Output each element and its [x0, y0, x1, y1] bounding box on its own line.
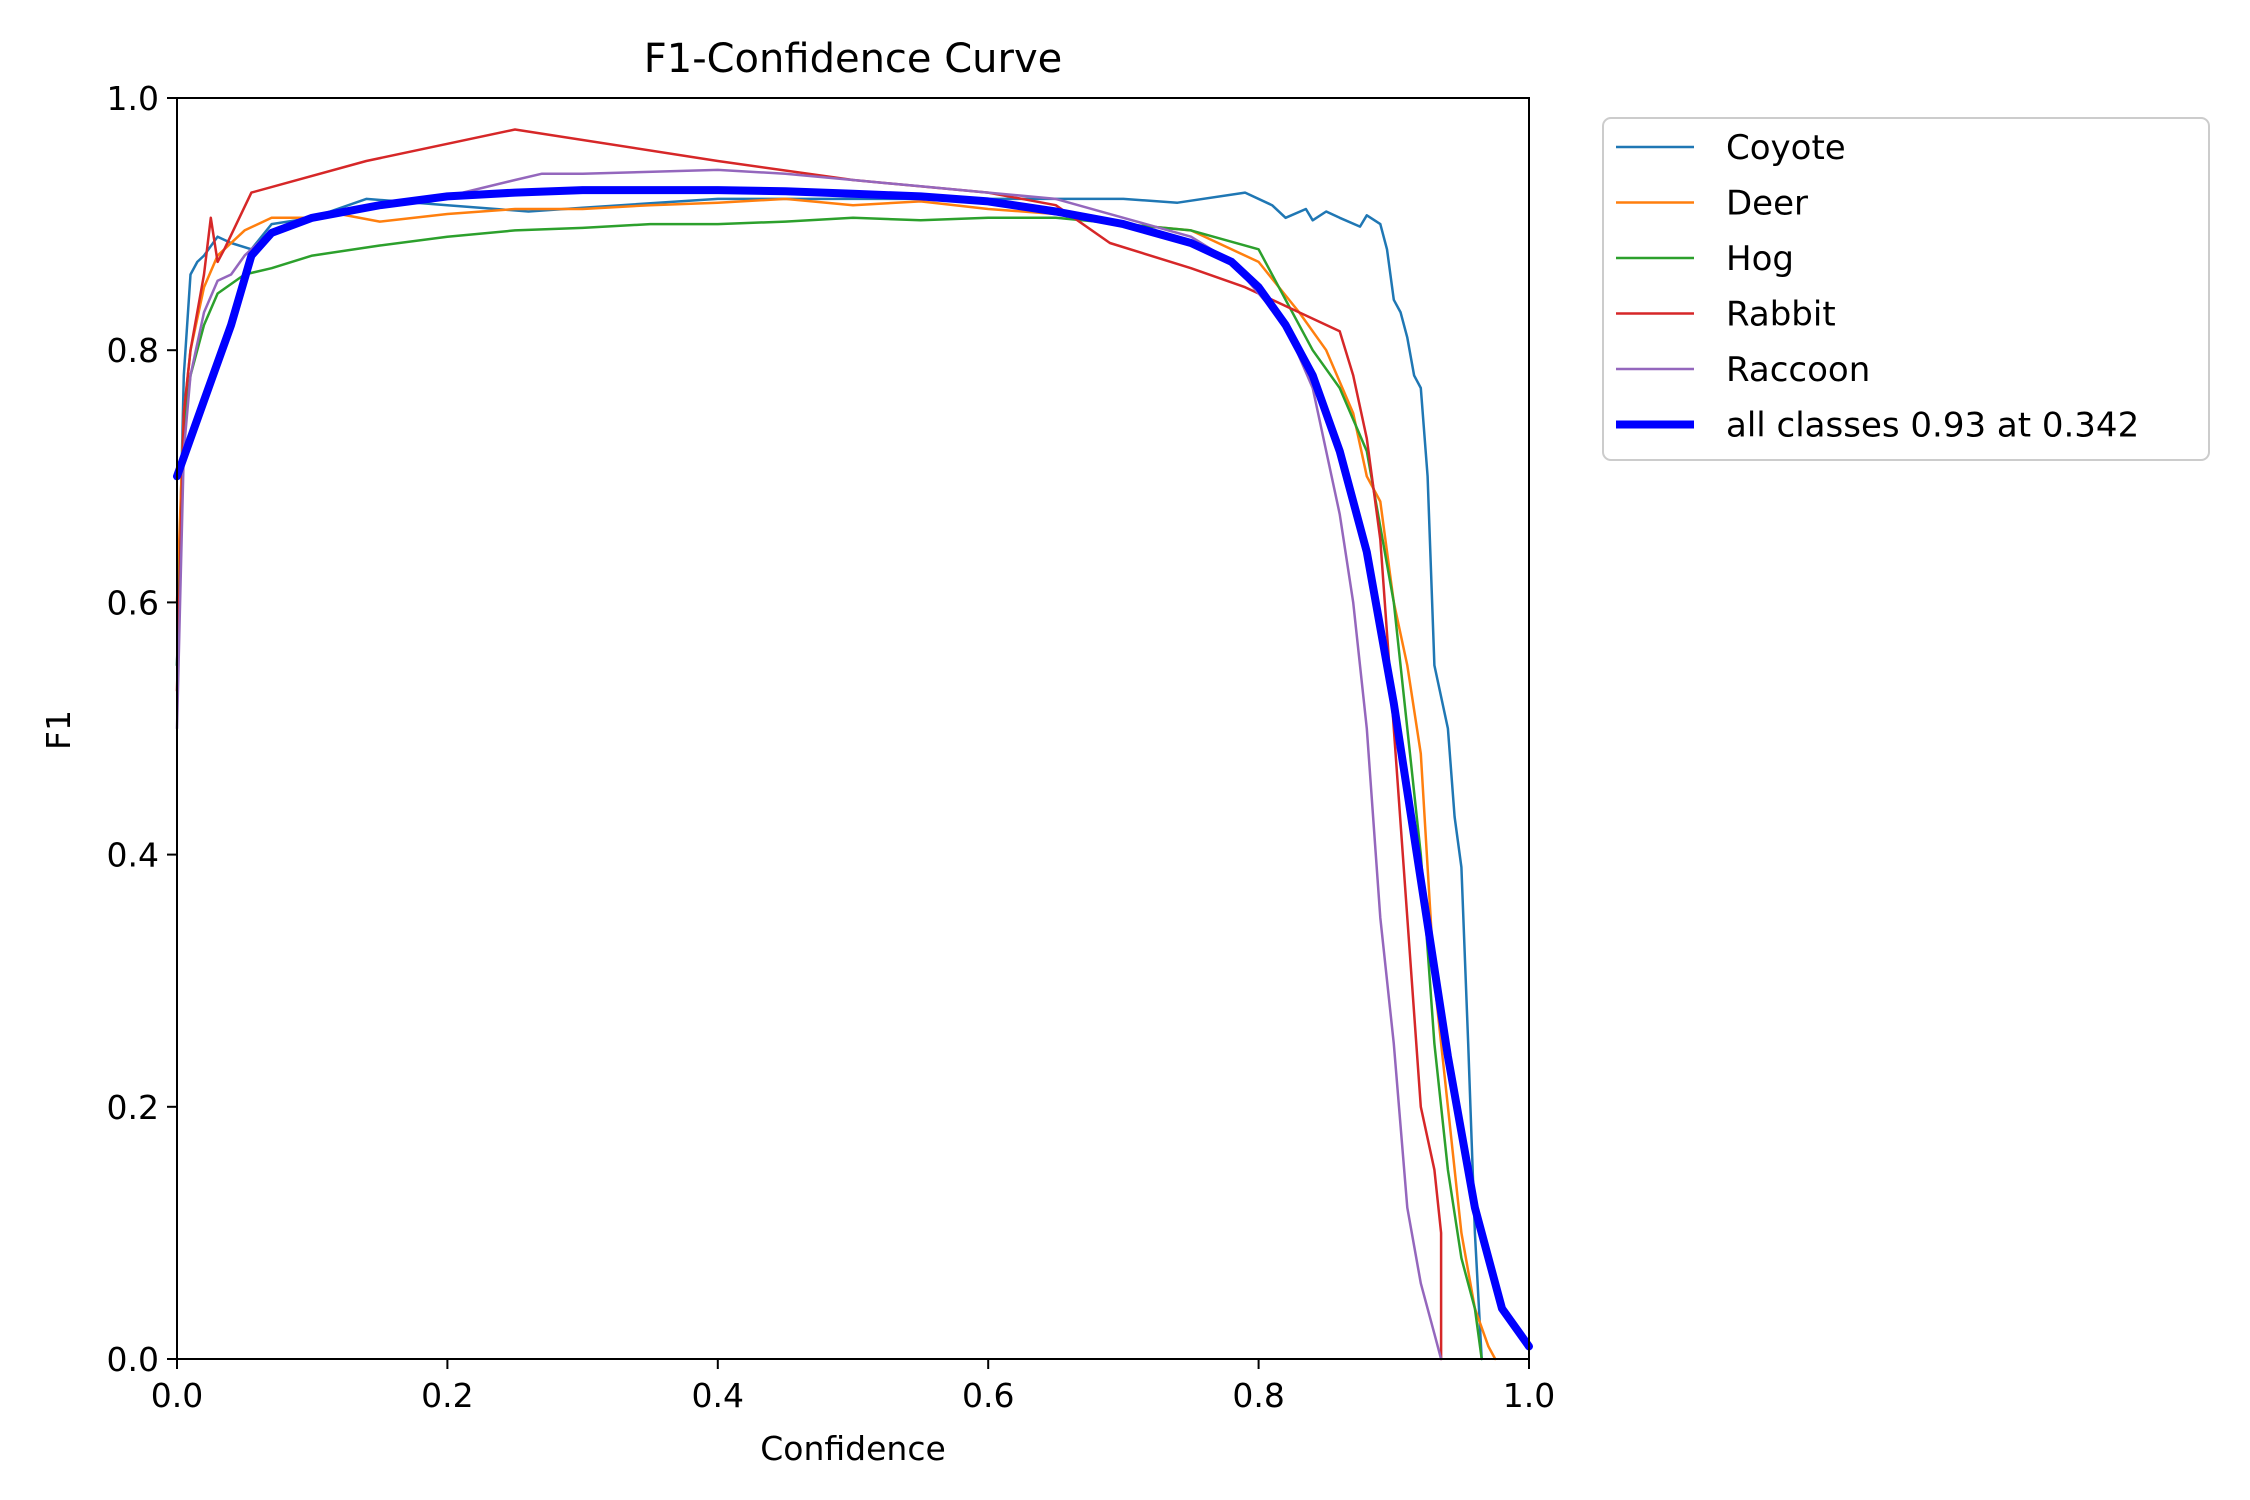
x-tick-label: 0.2: [421, 1376, 473, 1415]
x-tick-label: 0.8: [1232, 1376, 1284, 1415]
y-axis: 0.0 0.2 0.4 0.6 0.8 1.0: [107, 79, 177, 1379]
y-axis-label: F1: [39, 710, 78, 750]
series-line-1: [175, 197, 1497, 1361]
x-axis: 0.0 0.2 0.4 0.6 0.8 1.0: [151, 1359, 1555, 1415]
series-line-5: [173, 186, 1533, 1351]
legend-box: [1602, 117, 2210, 461]
legend-label-1: Deer: [1726, 184, 1808, 224]
y-tick-label: 0.2: [107, 1088, 159, 1127]
plot-series-group: [173, 128, 1533, 1361]
legend-label-0: Coyote: [1726, 128, 1846, 168]
y-tick-label: 0.0: [107, 1340, 159, 1379]
series-line-4: [175, 168, 1443, 1361]
legend: Coyote Deer Hog Rabbit Raccoon all classes 0.…: [1602, 117, 2210, 461]
x-axis-label: Confidence: [760, 1429, 946, 1468]
y-tick-label: 0.4: [107, 836, 159, 875]
y-tick-label: 0.8: [107, 331, 159, 370]
x-tick-label: 0.4: [692, 1376, 744, 1415]
legend-label-5: all classes 0.93 at 0.342: [1726, 406, 2139, 446]
legend-label-2: Hog: [1726, 239, 1794, 279]
legend-label-4: Raccoon: [1726, 350, 1870, 390]
x-tick-label: 1.0: [1503, 1376, 1555, 1415]
legend-label-3: Rabbit: [1726, 295, 1836, 335]
y-tick-label: 1.0: [107, 79, 159, 118]
x-tick-label: 0.0: [151, 1376, 203, 1415]
y-tick-label: 0.6: [107, 583, 159, 622]
plot-frame: [176, 97, 1530, 1360]
series-line-2: [175, 216, 1483, 1361]
chart-title: F1-Confidence Curve: [644, 36, 1063, 82]
series-line-3: [175, 128, 1443, 1361]
x-tick-label: 0.6: [962, 1376, 1014, 1415]
